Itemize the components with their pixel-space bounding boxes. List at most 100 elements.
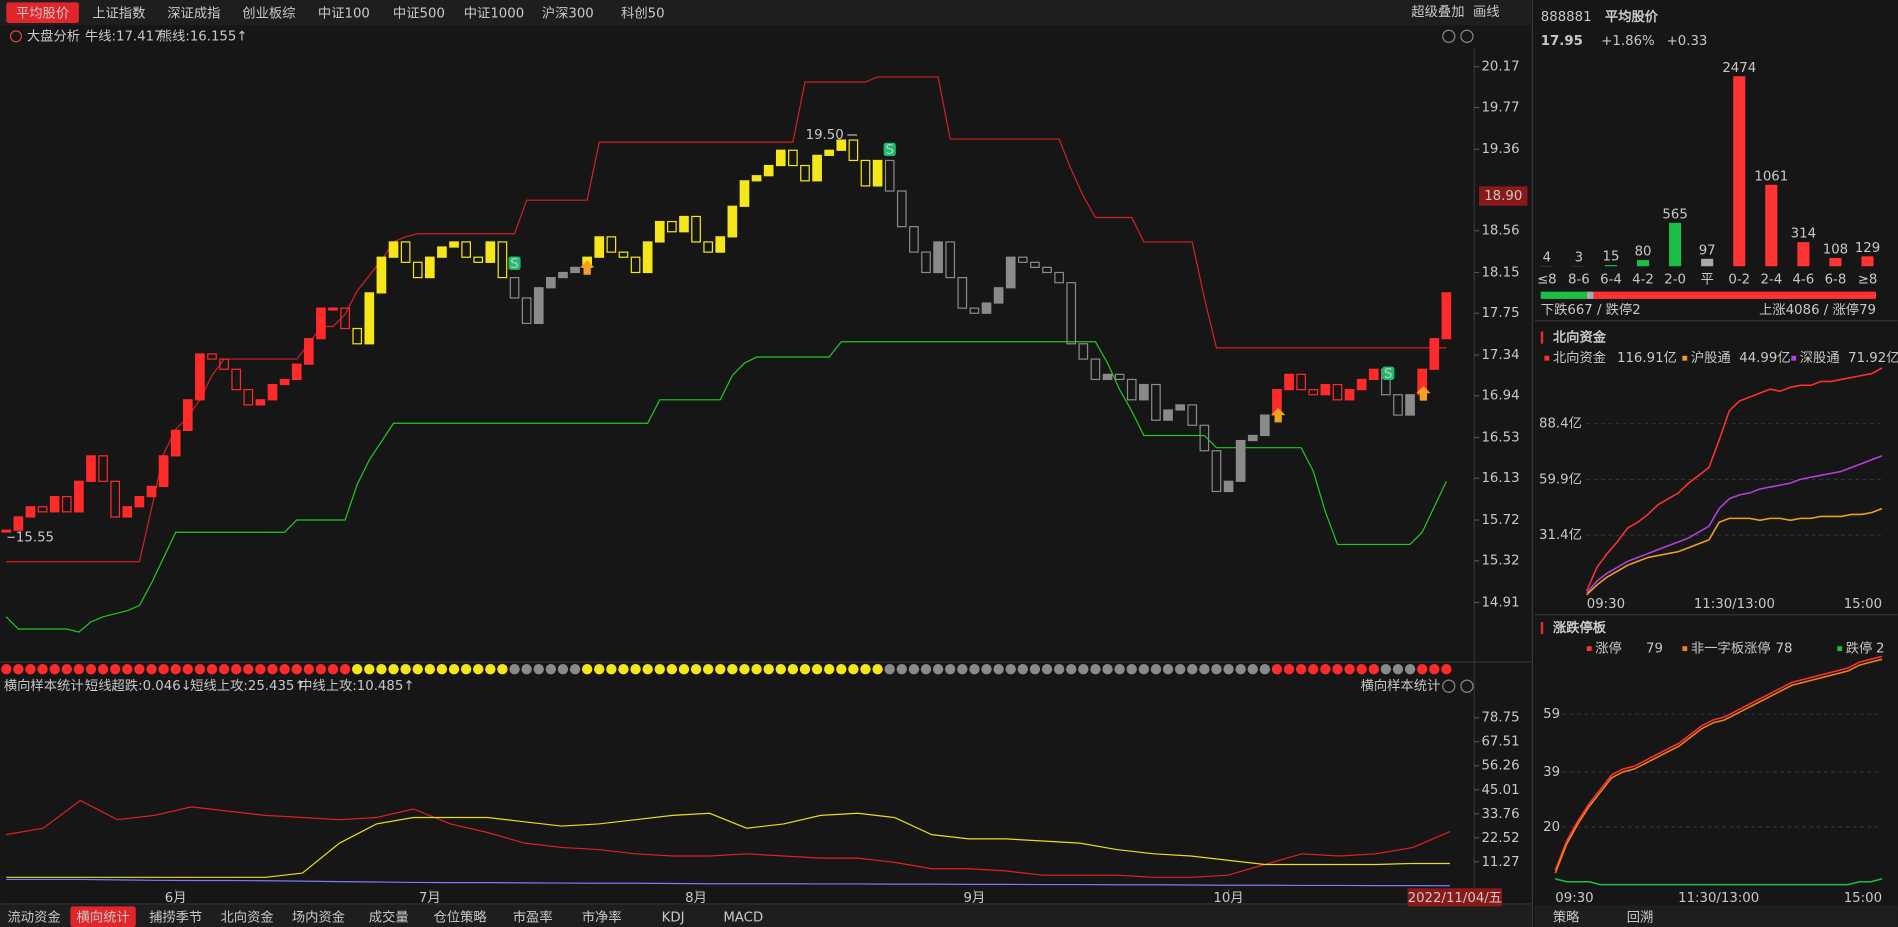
toolbar-button[interactable]: 画线: [1473, 4, 1500, 20]
x-tick-label: 09:30: [1555, 891, 1593, 906]
right-bottom-tab[interactable]: 回溯: [1627, 909, 1654, 925]
candle: [788, 149, 798, 167]
candle: [267, 383, 278, 401]
toolbar-button[interactable]: 超级叠加: [1411, 4, 1464, 20]
signal-dot: [521, 664, 532, 675]
candle: [1138, 383, 1149, 401]
distribution-bar: [1797, 242, 1810, 267]
bottom-tab[interactable]: MACD: [723, 910, 763, 925]
help-icon[interactable]: [1460, 679, 1474, 693]
bottom-tab[interactable]: 市净率: [582, 908, 622, 925]
signal-dot: [690, 664, 702, 675]
signal-dot: [630, 664, 641, 675]
signal-dot: [1235, 664, 1246, 675]
signal-dot: [400, 664, 411, 675]
series-line: [1554, 658, 1883, 874]
candle: [703, 241, 714, 253]
bottom-tab[interactable]: 横向统计: [76, 909, 129, 925]
x-tick-label: 15:00: [1844, 891, 1882, 906]
candle: [993, 287, 1004, 304]
help-icon[interactable]: [1442, 679, 1456, 693]
menu-icon[interactable]: [9, 30, 23, 43]
candle: [1429, 338, 1440, 370]
candle: [812, 154, 822, 182]
candle: [533, 287, 544, 325]
candle: [558, 271, 568, 279]
sell-marker: [1382, 366, 1395, 380]
candle: [667, 220, 677, 233]
bottom-tab[interactable]: 场内资金: [292, 909, 345, 925]
right-bottom-tab[interactable]: 策略: [1553, 908, 1580, 925]
candle: [630, 256, 641, 274]
signal-dot: [460, 664, 472, 675]
y-tick-label: 56.26: [1481, 759, 1519, 774]
signal-dot: [932, 664, 944, 675]
help-icon[interactable]: [1460, 29, 1474, 43]
signal-dot: [533, 664, 544, 675]
signal-dot: [969, 664, 980, 675]
legend-entry: 中线上攻:10.485↑: [299, 678, 414, 694]
x-tick-label: 15:00: [1844, 597, 1882, 612]
candle: [1005, 256, 1016, 289]
breadth-bar: [1586, 291, 1594, 299]
high-label: 19.50: [806, 128, 844, 143]
top-tab[interactable]: 中证100: [318, 5, 370, 21]
legend-name: 涨停: [1595, 640, 1622, 657]
bottom-tab[interactable]: 市盈率: [513, 908, 553, 925]
bottom-tab[interactable]: 仓位策略: [433, 908, 487, 925]
signal-dot: [1078, 664, 1089, 675]
top-tab[interactable]: 中证1000: [464, 5, 524, 21]
candle: [219, 358, 229, 370]
bottom-tab[interactable]: 流动资金: [8, 909, 61, 925]
signal-dot: [279, 664, 290, 675]
top-tab[interactable]: 深证成指: [167, 5, 220, 21]
signal-dot: [787, 664, 799, 675]
signal-dot: [37, 664, 48, 675]
help-icon[interactable]: [1442, 29, 1456, 43]
sell-marker-text: S: [510, 257, 518, 272]
signal-dot: [1187, 664, 1198, 675]
bottom-tab[interactable]: KDJ: [662, 910, 685, 925]
y-tick-label: 59.9亿: [1539, 471, 1582, 487]
bar-value-label: 4: [1543, 250, 1551, 265]
x-tick-label: 8月: [685, 891, 707, 906]
candle: [243, 389, 254, 406]
candle: [715, 236, 726, 253]
candle: [1078, 343, 1089, 360]
signal-dot: [49, 664, 60, 675]
legend-name: 沪股通: [1691, 350, 1731, 366]
candle: [1332, 383, 1343, 401]
top-tab[interactable]: 沪深300: [542, 5, 594, 21]
top-tab[interactable]: 科创50: [621, 5, 665, 21]
candle: [957, 276, 968, 309]
signal-dot: [1404, 664, 1416, 675]
bottom-tab[interactable]: 成交量: [369, 908, 409, 925]
signal-dot: [981, 664, 992, 675]
bar-category: ≥8: [1858, 273, 1878, 288]
top-tab[interactable]: 创业板综: [242, 5, 295, 21]
bottom-tab[interactable]: 北向资金: [221, 909, 274, 925]
change-pct: +1.86%: [1601, 34, 1654, 49]
top-tab[interactable]: 平均股价: [16, 5, 69, 21]
distribution-bar: [1604, 265, 1618, 267]
bar-value-label: 3: [1575, 251, 1583, 266]
signal-dot: [1066, 664, 1077, 675]
signal-dot: [436, 664, 448, 675]
section-title: 北向资金: [1553, 329, 1607, 346]
series-line: [1555, 878, 1883, 886]
sell-marker-text: S: [1384, 367, 1392, 382]
signal-dot: [97, 664, 109, 675]
top-tab[interactable]: 上证指数: [92, 5, 145, 21]
candle: [195, 353, 205, 401]
bottom-tab[interactable]: 捕捞季节: [149, 909, 202, 925]
y-tick-label: 18.56: [1481, 224, 1519, 239]
candle: [1405, 394, 1415, 416]
y-tick-label: 88.4亿: [1539, 416, 1582, 432]
signal-dot: [908, 664, 920, 675]
candle: [400, 241, 411, 263]
panel-title: 横向样本统计: [4, 678, 84, 694]
signal-dot: [1429, 664, 1440, 675]
top-tab[interactable]: 中证500: [393, 5, 445, 21]
